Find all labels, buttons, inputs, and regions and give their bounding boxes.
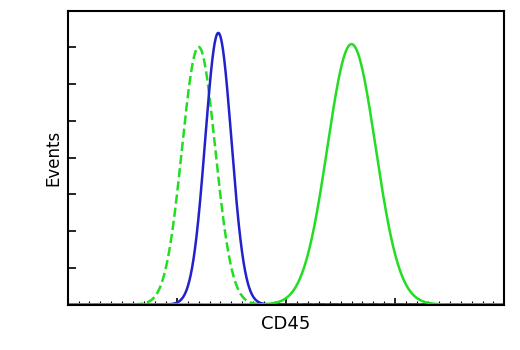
- green_solid: [232, 302, 238, 307]
- blue_solid: [215, 31, 222, 35]
- Line: isotype_dashed_green: isotype_dashed_green: [68, 47, 504, 304]
- isotype_dashed_green: [501, 302, 508, 307]
- isotype_dashed_green: [446, 302, 452, 307]
- isotype_dashed_green: [196, 45, 202, 49]
- isotype_dashed_green: [140, 301, 147, 306]
- isotype_dashed_green: [493, 302, 499, 307]
- isotype_dashed_green: [114, 302, 121, 307]
- isotype_dashed_green: [64, 302, 71, 307]
- X-axis label: CD45: CD45: [262, 315, 310, 333]
- green_solid: [348, 42, 355, 46]
- blue_solid: [114, 302, 121, 307]
- green_solid: [64, 302, 71, 307]
- green_solid: [501, 302, 508, 307]
- green_solid: [446, 302, 452, 307]
- green_solid: [140, 302, 147, 307]
- green_solid: [251, 302, 257, 307]
- isotype_dashed_green: [251, 301, 257, 306]
- isotype_dashed_green: [232, 280, 238, 284]
- blue_solid: [493, 302, 499, 307]
- Line: green_solid: green_solid: [68, 44, 504, 304]
- blue_solid: [140, 302, 147, 307]
- blue_solid: [501, 302, 508, 307]
- Y-axis label: Events: Events: [44, 130, 62, 186]
- blue_solid: [232, 185, 238, 189]
- blue_solid: [446, 302, 452, 307]
- green_solid: [493, 302, 499, 307]
- Line: blue_solid: blue_solid: [68, 33, 504, 304]
- blue_solid: [251, 296, 257, 300]
- blue_solid: [64, 302, 71, 307]
- green_solid: [114, 302, 121, 307]
